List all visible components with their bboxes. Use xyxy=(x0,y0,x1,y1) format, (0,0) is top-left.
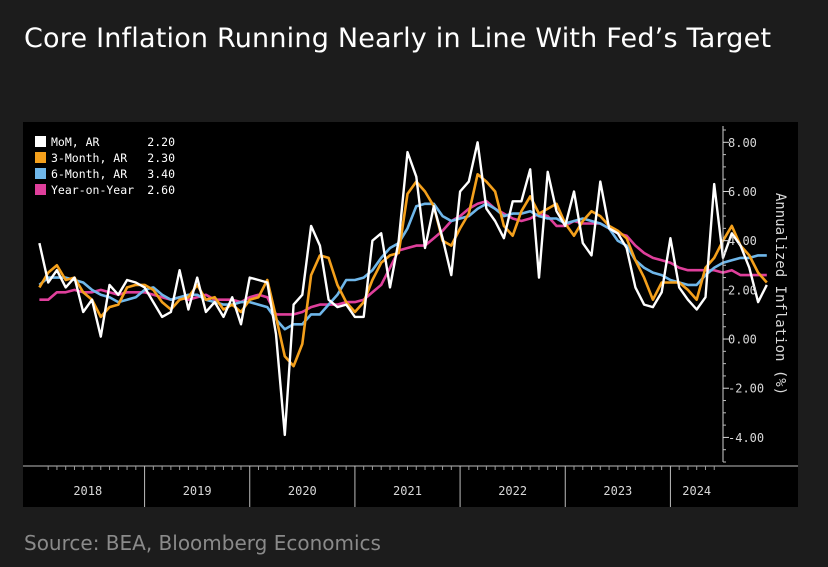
series-line-6-month-ar xyxy=(38,202,767,331)
source-note: Source: BEA, Bloomberg Economics xyxy=(24,531,381,555)
y-tick-label: 2.00 xyxy=(728,283,757,297)
y-tick-label: 4.00 xyxy=(728,234,757,248)
y-tick-label: -4.00 xyxy=(728,431,764,445)
y-tick-label: -2.00 xyxy=(728,382,764,396)
chart-title: Core Inflation Running Nearly in Line Wi… xyxy=(24,23,772,54)
x-tick-label: 2021 xyxy=(393,484,422,498)
legend-value: 3.40 xyxy=(147,167,175,181)
x-tick-label: 2019 xyxy=(183,484,212,498)
chart-container: 8.00 6.00 4.00 2.00 0.00 -2.00 -4.00 2018 2019 2… xyxy=(23,122,798,507)
x-tick-label: 2023 xyxy=(603,484,632,498)
x-tick-label: 2024 xyxy=(682,484,711,498)
legend-value: 2.20 xyxy=(147,135,175,149)
legend-swatch xyxy=(35,168,46,179)
x-axis: 2018 2019 2020 2021 2022 2023 2024 xyxy=(23,465,798,507)
series-line-mom-ar xyxy=(38,141,768,437)
x-tick-label: 2020 xyxy=(288,484,317,498)
legend: MoM, AR 2.20 3-Month, AR 2.30 6-Month, AR 3.4… xyxy=(32,131,180,199)
x-tick-label: 2022 xyxy=(498,484,527,498)
legend-label: MoM, AR xyxy=(51,135,100,149)
legend-value: 2.60 xyxy=(147,183,175,197)
legend-label: 3-Month, AR xyxy=(51,151,127,165)
legend-background xyxy=(32,131,180,199)
y-tick-label: 8.00 xyxy=(728,136,757,150)
series-line-3-month-ar xyxy=(38,172,768,368)
y-axis-label: Annualized Inflation (%) xyxy=(772,193,788,395)
y-tick-label: 6.00 xyxy=(728,185,757,199)
axis-layer: 8.00 6.00 4.00 2.00 0.00 -2.00 -4.00 xyxy=(722,126,764,463)
legend-swatch xyxy=(35,136,46,147)
legend-label: 6-Month, AR xyxy=(51,167,127,181)
legend-value: 2.30 xyxy=(147,151,175,165)
legend-swatch xyxy=(35,184,46,195)
line-chart: 8.006.004.002.000.00-2.00-4.00 2018 2019 2… xyxy=(23,122,798,507)
legend-label: Year-on-Year xyxy=(51,183,134,197)
legend-swatch xyxy=(35,152,46,163)
y-tick-label: 0.00 xyxy=(728,333,757,347)
series-line-year-on-year xyxy=(39,200,767,316)
x-tick-label: 2018 xyxy=(73,484,102,498)
series-layer xyxy=(38,141,768,437)
